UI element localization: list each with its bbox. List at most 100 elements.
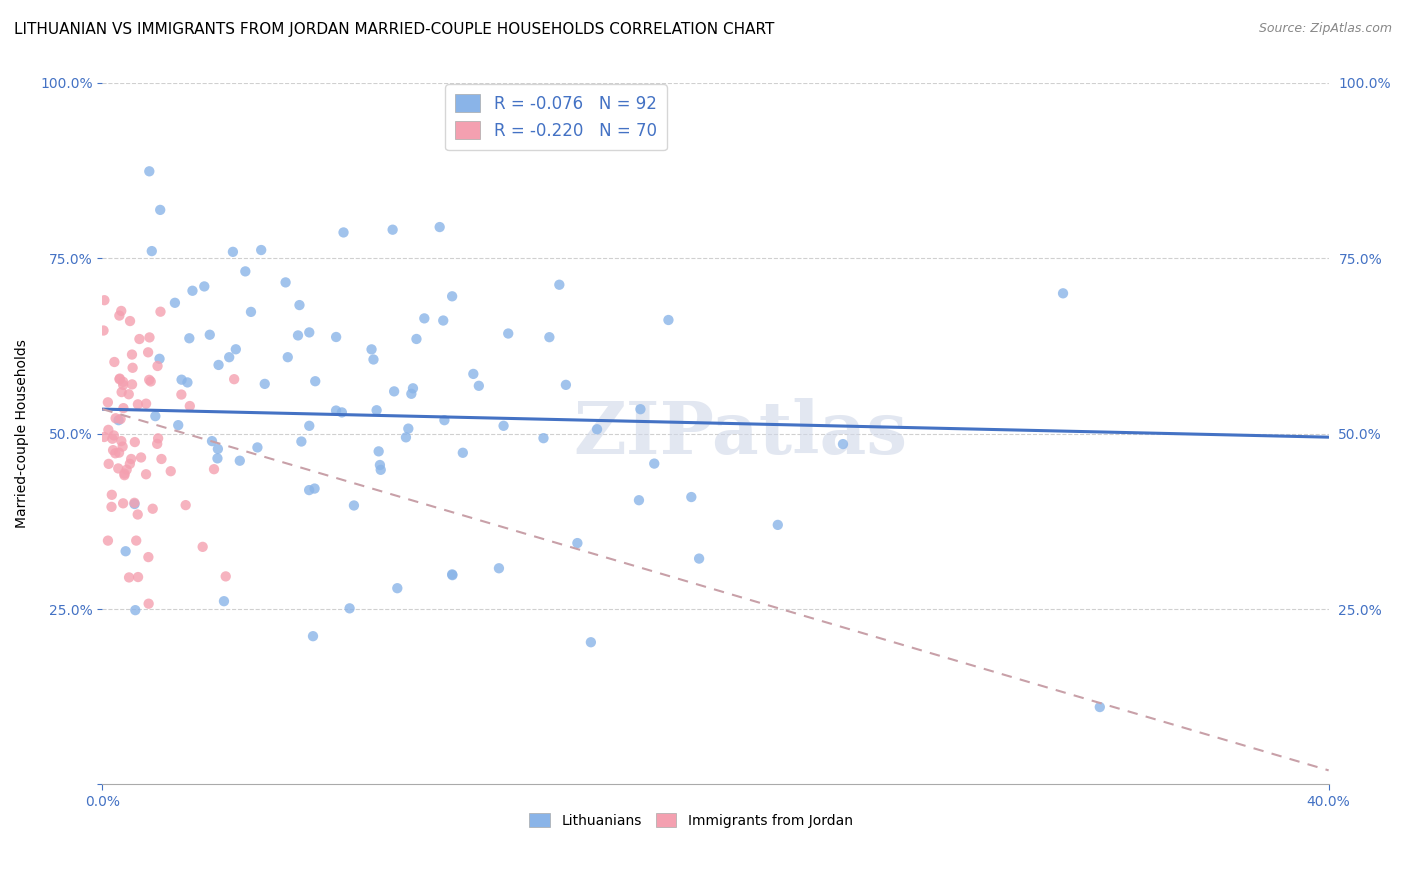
Point [118, 314, 141, 328]
Point [112, 496, 135, 510]
Point [124, 497, 146, 511]
Point [360, 343, 382, 357]
Point [159, 464, 181, 478]
Point [554, 377, 576, 392]
Point [367, 444, 389, 458]
Point [304, 374, 326, 388]
Point [832, 437, 855, 451]
Point [121, 377, 143, 392]
Point [681, 490, 703, 504]
Point [97, 395, 120, 409]
Text: ZIPatlas: ZIPatlas [574, 398, 907, 469]
Point [146, 359, 169, 373]
Legend: Lithuanians, Immigrants from Jordan: Lithuanians, Immigrants from Jordan [524, 807, 858, 833]
Point [1088, 700, 1111, 714]
Point [127, 570, 149, 584]
Point [363, 352, 385, 367]
Point [101, 432, 124, 446]
Point [202, 462, 225, 476]
Point [101, 488, 124, 502]
Point [325, 330, 347, 344]
Point [370, 463, 392, 477]
Point [111, 440, 134, 454]
Point [108, 309, 131, 323]
Point [118, 570, 141, 584]
Point [124, 435, 146, 450]
Point [181, 284, 204, 298]
Point [290, 434, 312, 449]
Point [567, 536, 589, 550]
Point [93, 324, 115, 338]
Point [110, 304, 132, 318]
Point [381, 223, 404, 237]
Point [191, 540, 214, 554]
Point [141, 244, 163, 258]
Point [146, 437, 169, 451]
Point [468, 379, 491, 393]
Point [643, 457, 665, 471]
Point [298, 483, 321, 497]
Point [128, 332, 150, 346]
Text: LITHUANIAN VS IMMIGRANTS FROM JORDAN MARRIED-COUPLE HOUSEHOLDS CORRELATION CHART: LITHUANIAN VS IMMIGRANTS FROM JORDAN MAR… [14, 22, 775, 37]
Point [179, 331, 201, 345]
Point [170, 387, 193, 401]
Point [368, 458, 391, 472]
Point [441, 568, 464, 582]
Point [104, 411, 127, 425]
Point [135, 397, 157, 411]
Point [127, 397, 149, 411]
Point [274, 276, 297, 290]
Point [429, 220, 451, 235]
Point [93, 293, 115, 308]
Point [451, 446, 474, 460]
Point [101, 443, 124, 458]
Point [118, 387, 141, 401]
Point [110, 434, 132, 448]
Point [287, 328, 309, 343]
Point [138, 164, 160, 178]
Point [579, 635, 602, 649]
Point [492, 418, 515, 433]
Point [533, 431, 555, 445]
Text: Source: ZipAtlas.com: Source: ZipAtlas.com [1258, 22, 1392, 36]
Point [627, 493, 650, 508]
Point [222, 244, 245, 259]
Point [174, 498, 197, 512]
Point [124, 496, 146, 510]
Point [332, 226, 354, 240]
Point [108, 372, 131, 386]
Point [496, 326, 519, 341]
Point [125, 533, 148, 548]
Point [138, 597, 160, 611]
Point [121, 360, 143, 375]
Point [112, 375, 135, 389]
Point [138, 550, 160, 565]
Point [298, 418, 321, 433]
Point [150, 452, 173, 467]
Point [108, 371, 131, 385]
Point [93, 430, 115, 444]
Point [441, 567, 464, 582]
Point [112, 378, 135, 392]
Point [97, 457, 120, 471]
Point [405, 332, 427, 346]
Point [207, 442, 229, 456]
Point [163, 295, 186, 310]
Point [433, 413, 456, 427]
Point [302, 629, 325, 643]
Point [240, 305, 263, 319]
Point [224, 372, 246, 386]
Point [129, 450, 152, 465]
Point [548, 277, 571, 292]
Point [198, 327, 221, 342]
Point [110, 412, 132, 426]
Point [148, 351, 170, 366]
Point [104, 446, 127, 460]
Point [138, 330, 160, 344]
Point [112, 401, 135, 416]
Point [146, 431, 169, 445]
Point [143, 409, 166, 424]
Point [1052, 286, 1074, 301]
Point [118, 457, 141, 471]
Point [432, 313, 454, 327]
